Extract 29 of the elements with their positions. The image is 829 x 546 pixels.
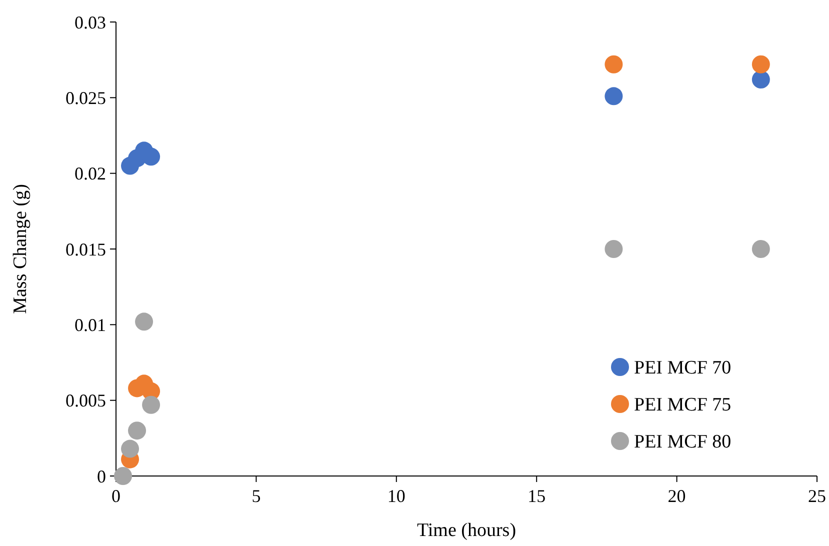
x-tick-label: 10: [387, 486, 406, 506]
x-tick-label: 5: [252, 486, 261, 506]
x-tick-label: 25: [808, 486, 826, 506]
point: [121, 440, 140, 458]
point: [752, 70, 770, 89]
legend-label: PEI MCF 75: [634, 394, 732, 416]
legend-label: PEI MCF 80: [634, 432, 732, 453]
point: [752, 55, 770, 74]
y-tick-label: 0: [97, 466, 106, 486]
point: [135, 312, 154, 331]
legend-label: PEI MCF 70: [634, 358, 732, 379]
point: [604, 87, 623, 106]
y-tick-label: 0.005: [66, 390, 106, 411]
point: [604, 240, 623, 258]
point: [114, 467, 132, 485]
y-tick-label: 0.025: [66, 88, 106, 108]
y-tick-label: 0.03: [74, 12, 106, 32]
x-tick-label: 15: [528, 486, 546, 506]
y-tick-label: 0.02: [74, 164, 106, 184]
y-tick-label: 0.01: [74, 314, 106, 335]
y-axis-title: Mass Change (g): [10, 184, 31, 314]
point: [128, 422, 146, 440]
point: [142, 396, 160, 414]
point: [752, 240, 770, 258]
y-tick-label: 0.015: [66, 239, 106, 260]
point: [604, 55, 623, 74]
x-tick-label: 0: [112, 486, 120, 506]
x-axis-title: Time (hours): [416, 520, 516, 541]
x-tick-label: 20: [668, 486, 686, 506]
